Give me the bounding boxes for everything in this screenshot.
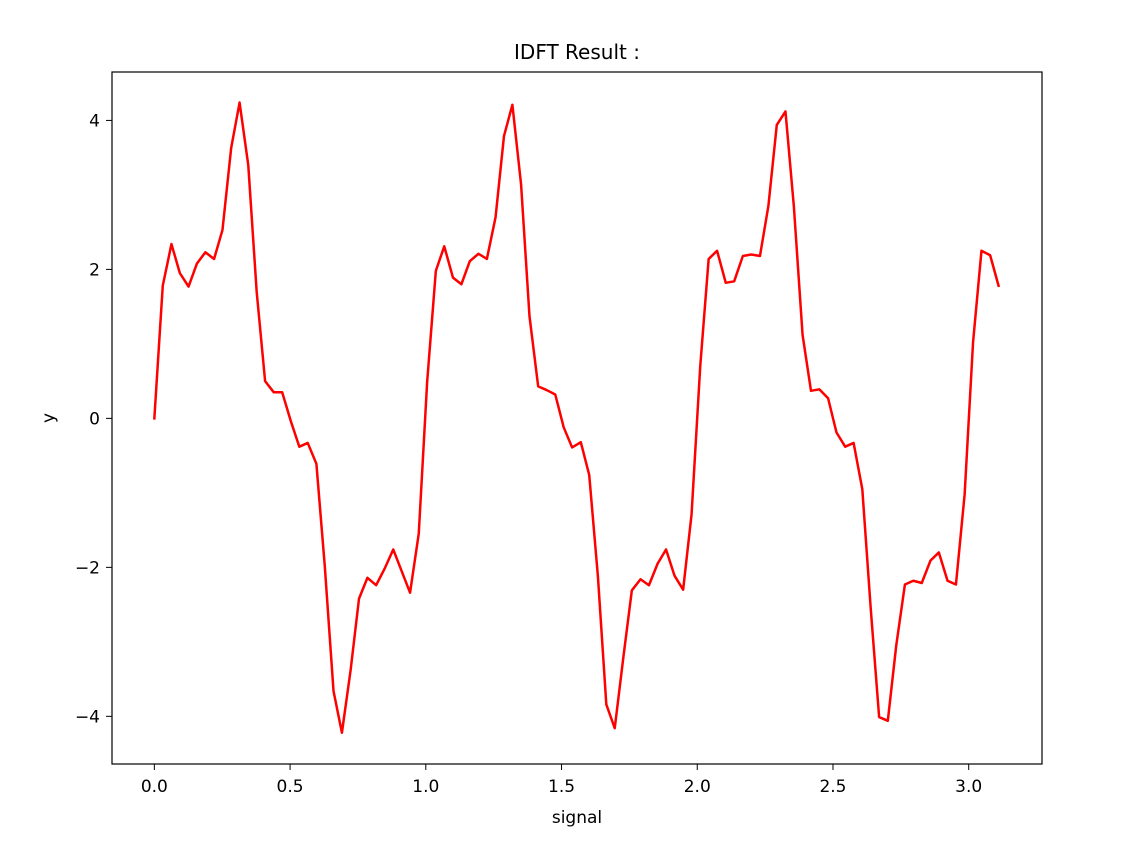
- x-tick-label: 1.5: [548, 777, 575, 797]
- y-tick-label: −4: [75, 707, 100, 727]
- plot-area-frame: [111, 71, 1043, 765]
- x-tick-label: 0.5: [277, 777, 304, 797]
- y-tick-label: 2: [89, 260, 100, 280]
- axis-ticks: 0.0 0.5 1.0 1.5 2.0 2.5 3.0 −4 −2 0 2 4: [75, 111, 982, 797]
- x-tick-label: 2.0: [684, 777, 711, 797]
- chart-title: IDFT Result :: [514, 40, 640, 64]
- series-line: [153, 101, 1001, 734]
- y-tick-label: 0: [89, 409, 100, 429]
- x-tick-label: 0.0: [141, 777, 168, 797]
- y-axis-label: y: [39, 413, 59, 423]
- series-layer: [153, 101, 1001, 734]
- x-axis-label: signal: [552, 808, 602, 828]
- y-tick-label: 4: [89, 111, 100, 131]
- x-tick-label: 3.0: [955, 777, 982, 797]
- y-tick-label: −2: [75, 558, 100, 578]
- x-tick-label: 2.5: [819, 777, 846, 797]
- x-tick-label: 1.0: [412, 777, 439, 797]
